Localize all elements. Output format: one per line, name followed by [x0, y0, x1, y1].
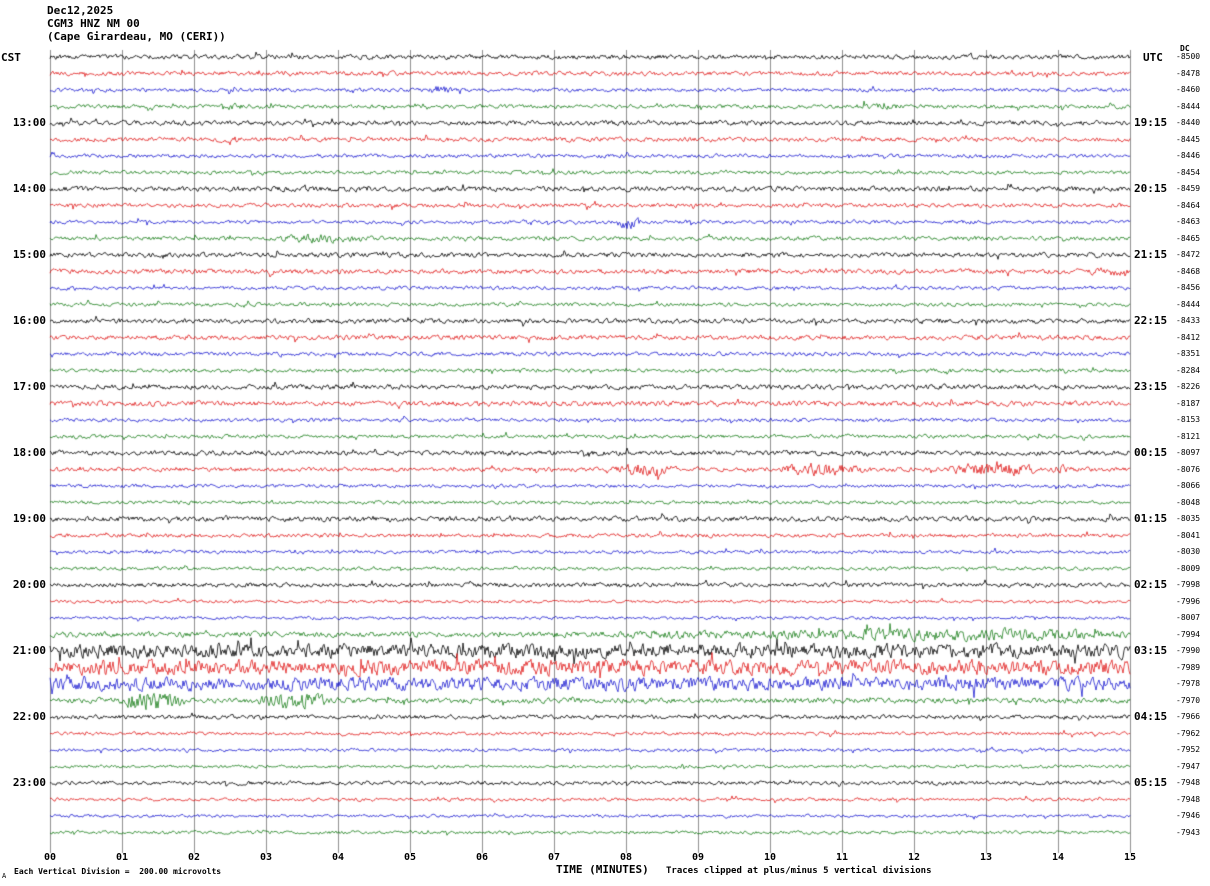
dc-value: -8351 — [1176, 349, 1201, 358]
dc-value: -7962 — [1176, 728, 1201, 738]
dc-value: -7952 — [1176, 745, 1201, 754]
dc-value: -8500 — [1176, 52, 1201, 61]
dc-value: -8433 — [1176, 316, 1201, 325]
hour-label-utc: 03:15 — [1134, 644, 1168, 657]
dc-value: -8472 — [1176, 250, 1201, 259]
x-axis-title: TIME (MINUTES) — [556, 863, 649, 876]
hour-label-utc: 01:15 — [1134, 512, 1168, 525]
dc-value: -8066 — [1176, 481, 1201, 490]
x-tick-label: 13 — [979, 852, 993, 863]
dc-value: -8459 — [1176, 184, 1201, 193]
x-tick-label: 06 — [475, 852, 489, 863]
dc-value: -8445 — [1176, 134, 1201, 144]
dc-value: -7978 — [1176, 679, 1201, 688]
right-timezone-label: UTC — [1143, 51, 1163, 64]
dc-value: -8464 — [1176, 200, 1201, 210]
dc-value: -8440 — [1176, 118, 1201, 127]
hour-label-utc: 19:15 — [1134, 116, 1168, 129]
dc-value: -7946 — [1176, 811, 1201, 820]
dc-value: -8226 — [1176, 382, 1201, 391]
dc-value: -8463 — [1176, 217, 1201, 226]
dc-value: -8444 — [1176, 299, 1201, 309]
x-tick-label: 03 — [259, 852, 273, 863]
corner-mark: A — [2, 872, 7, 880]
dc-value: -8048 — [1176, 497, 1201, 507]
dc-value: -7990 — [1176, 646, 1201, 655]
x-tick-label: 02 — [187, 852, 201, 863]
x-tick-label: 01 — [115, 852, 129, 863]
dc-value: -7998 — [1176, 580, 1201, 589]
dc-value: -8009 — [1176, 563, 1201, 573]
dc-value: -7948 — [1176, 794, 1201, 804]
dc-value: -7948 — [1176, 778, 1201, 787]
x-tick-label: 08 — [619, 852, 633, 863]
dc-column-header: DC — [1180, 44, 1190, 53]
dc-value: -8412 — [1176, 332, 1201, 342]
left-timezone-label: CST — [1, 51, 21, 64]
dc-value: -7994 — [1176, 629, 1201, 639]
dc-value: -8454 — [1176, 167, 1201, 177]
hour-label-utc: 05:15 — [1134, 776, 1168, 789]
hour-label-cst: 23:00 — [12, 776, 46, 789]
dc-value: -8007 — [1176, 613, 1201, 622]
dc-value: -8035 — [1176, 514, 1201, 523]
dc-value: -8444 — [1176, 101, 1201, 111]
hour-label-cst: 22:00 — [12, 710, 46, 723]
header-date: Dec12,2025 — [47, 4, 114, 17]
dc-value: -8097 — [1176, 448, 1201, 457]
hour-label-utc: 00:15 — [1134, 446, 1168, 459]
dc-value: -7989 — [1176, 662, 1201, 672]
x-tick-label: 00 — [43, 852, 57, 863]
dc-value: -8121 — [1176, 431, 1201, 441]
hour-label-cst: 20:00 — [12, 578, 46, 591]
scale-note: Each Vertical Division = 200.00 microvol… — [14, 867, 222, 876]
header-location: (Cape Girardeau, MO (CERI)) — [47, 30, 226, 43]
hour-label-cst: 13:00 — [12, 116, 46, 129]
dc-value: -8456 — [1176, 283, 1201, 292]
hour-label-utc: 21:15 — [1134, 248, 1168, 261]
dc-value: -8446 — [1176, 151, 1201, 160]
dc-value: -7947 — [1176, 761, 1201, 771]
dc-value: -7943 — [1176, 827, 1201, 837]
dc-value: -8478 — [1176, 68, 1201, 78]
hour-label-cst: 21:00 — [12, 644, 46, 657]
hour-label-cst: 14:00 — [12, 182, 46, 195]
dc-value: -7996 — [1176, 596, 1201, 606]
hour-label-utc: 02:15 — [1134, 578, 1168, 591]
hour-label-cst: 19:00 — [12, 512, 46, 525]
x-tick-label: 15 — [1123, 852, 1137, 863]
dc-value: -8460 — [1176, 85, 1201, 94]
hour-label-cst: 15:00 — [12, 248, 46, 261]
dc-value: -8187 — [1176, 398, 1201, 408]
x-tick-label: 10 — [763, 852, 777, 863]
hour-label-cst: 16:00 — [12, 314, 46, 327]
hour-label-utc: 23:15 — [1134, 380, 1168, 393]
hour-label-utc: 04:15 — [1134, 710, 1168, 723]
dc-value: -8284 — [1176, 365, 1201, 375]
dc-value: -8153 — [1176, 415, 1201, 424]
x-tick-label: 14 — [1051, 852, 1065, 863]
hour-label-cst: 18:00 — [12, 446, 46, 459]
dc-value: -8030 — [1176, 547, 1201, 556]
dc-value: -8076 — [1176, 464, 1201, 474]
dc-value: -7970 — [1176, 695, 1201, 705]
hour-label-utc: 20:15 — [1134, 182, 1168, 195]
clip-note: Traces clipped at plus/minus 5 vertical … — [666, 866, 932, 876]
dc-value: -7966 — [1176, 712, 1201, 721]
x-tick-label: 04 — [331, 852, 345, 863]
x-tick-label: 07 — [547, 852, 561, 863]
dc-value: -8468 — [1176, 266, 1201, 276]
x-tick-label: 05 — [403, 852, 417, 863]
hour-label-cst: 17:00 — [12, 380, 46, 393]
x-tick-label: 12 — [907, 852, 921, 863]
dc-value: -8041 — [1176, 530, 1201, 540]
header-station: CGM3 HNZ NM 00 — [47, 17, 140, 30]
hour-label-utc: 22:15 — [1134, 314, 1168, 327]
x-tick-label: 11 — [835, 852, 849, 863]
dc-value: -8465 — [1176, 233, 1201, 243]
x-tick-label: 09 — [691, 852, 705, 863]
